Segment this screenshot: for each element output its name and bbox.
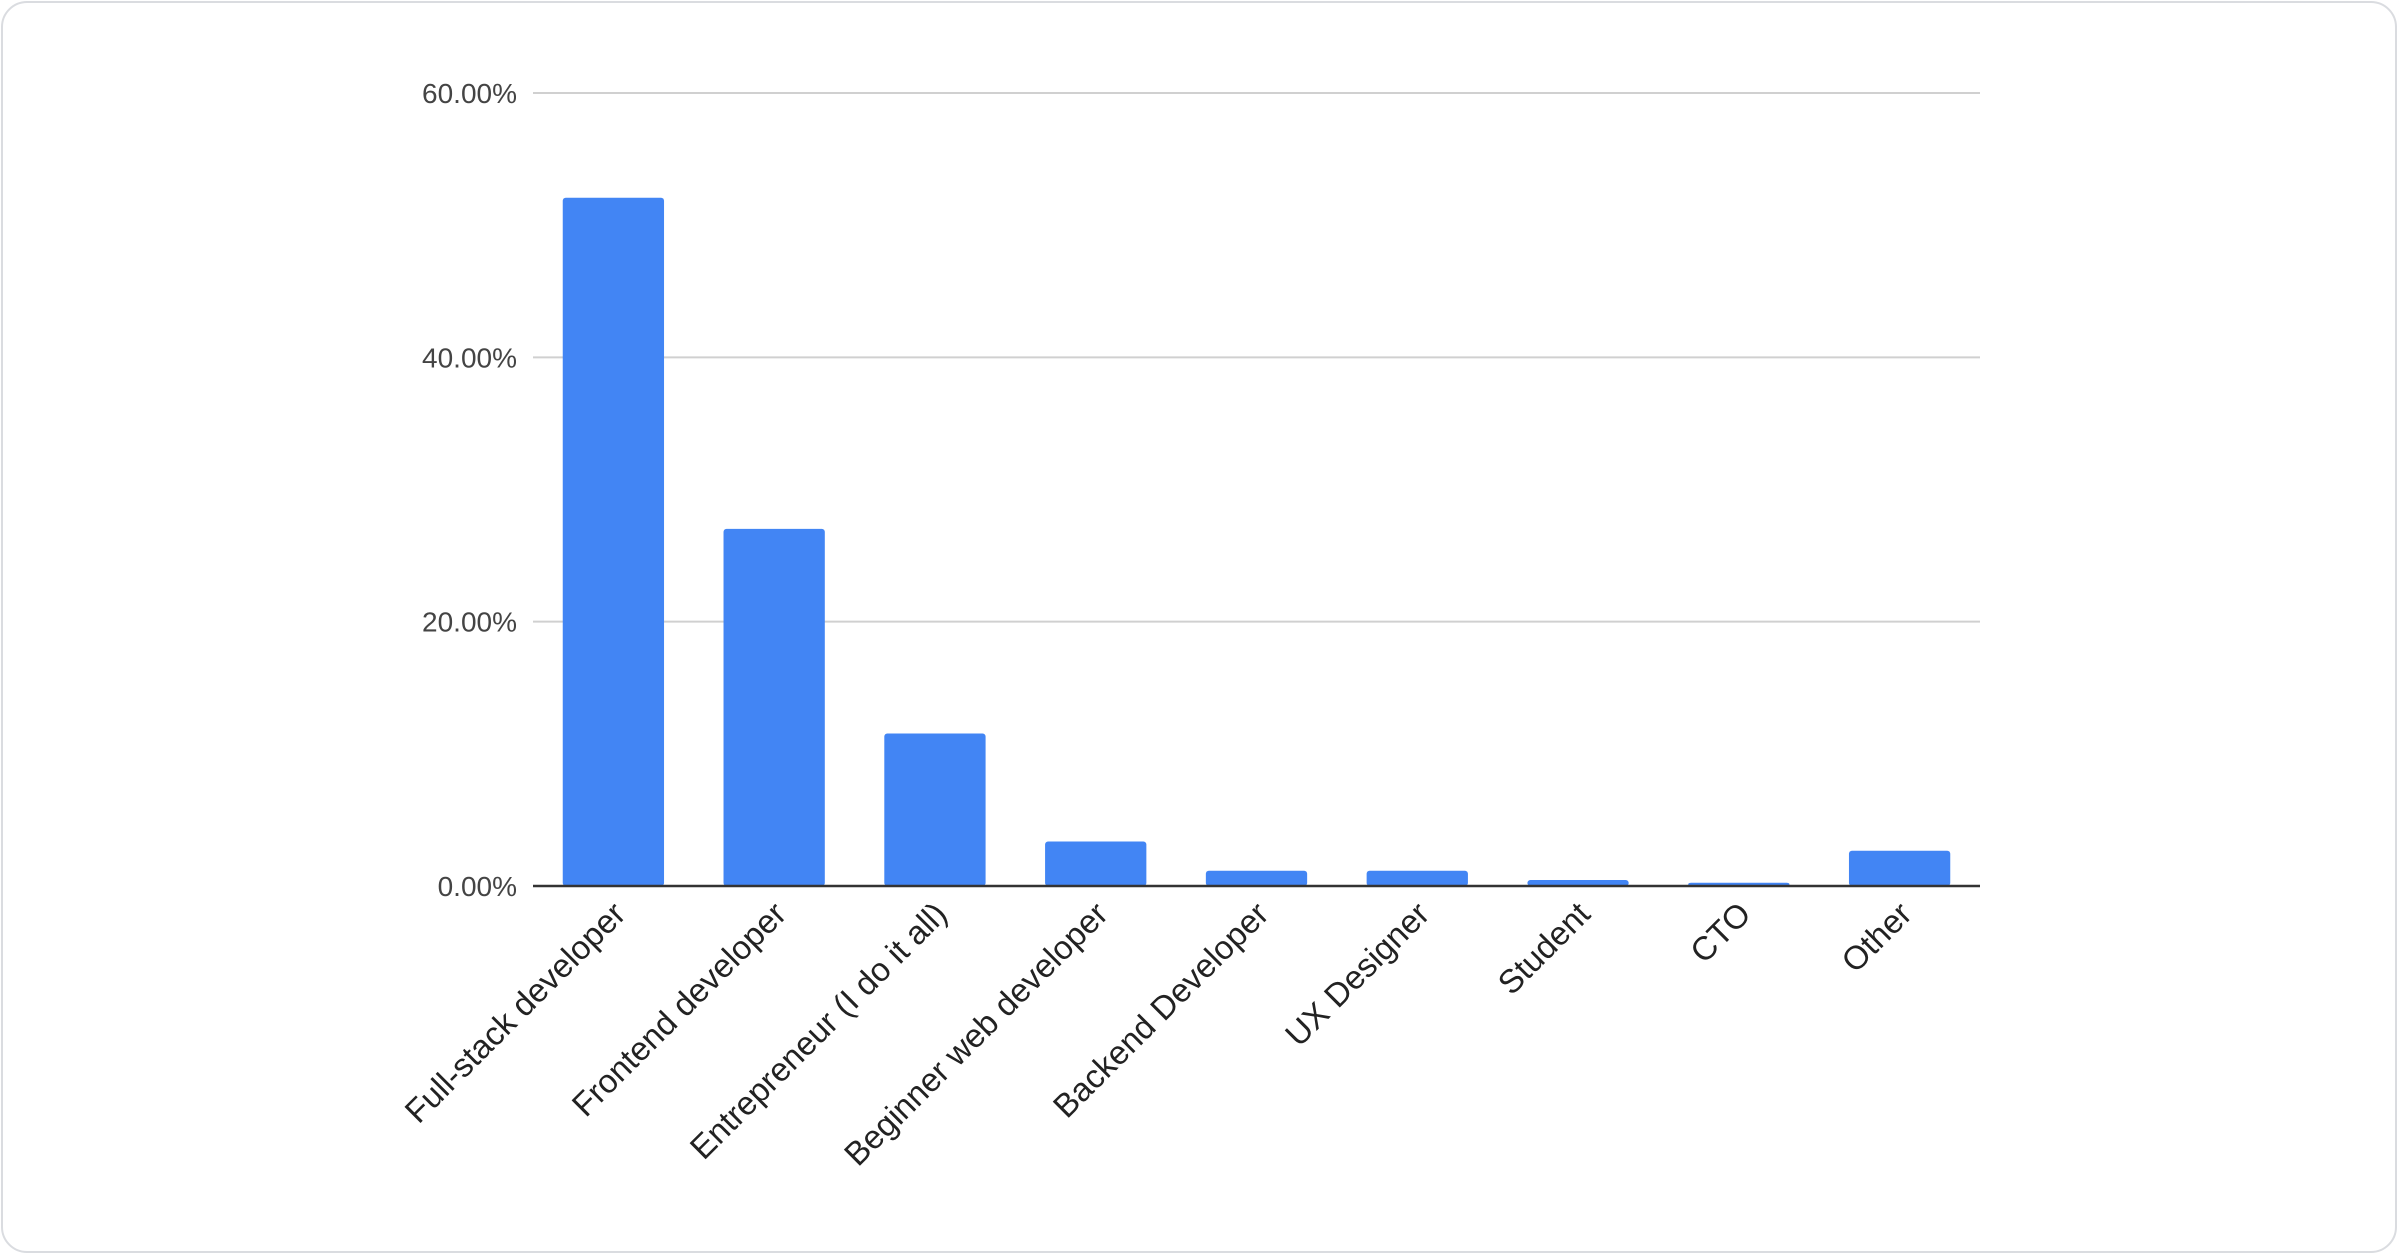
x-tick-label: UX Designer xyxy=(1278,895,1436,1053)
y-tick-label: 40.00% xyxy=(422,342,517,373)
y-tick-label: 20.00% xyxy=(422,607,517,638)
x-tick-label: Student xyxy=(1490,895,1597,1002)
y-tick-label: 0.00% xyxy=(438,871,517,902)
bar xyxy=(1045,841,1147,886)
y-tick-label: 60.00% xyxy=(422,78,517,109)
bar xyxy=(1205,870,1308,886)
x-tick-label: Entrepreneur (I do it all) xyxy=(683,895,954,1166)
bar xyxy=(1366,870,1468,886)
bar xyxy=(562,197,665,886)
bar xyxy=(1527,880,1629,886)
x-tick-label: Beginner web developer xyxy=(837,895,1115,1173)
x-tick-label: Other xyxy=(1834,895,1919,980)
bar xyxy=(723,528,825,886)
bar-chart: 0.00%20.00%40.00%60.00%Full-stack develo… xyxy=(397,78,1980,1173)
bar xyxy=(884,733,986,886)
x-tick-label: CTO xyxy=(1683,895,1758,970)
bar xyxy=(1848,850,1951,886)
